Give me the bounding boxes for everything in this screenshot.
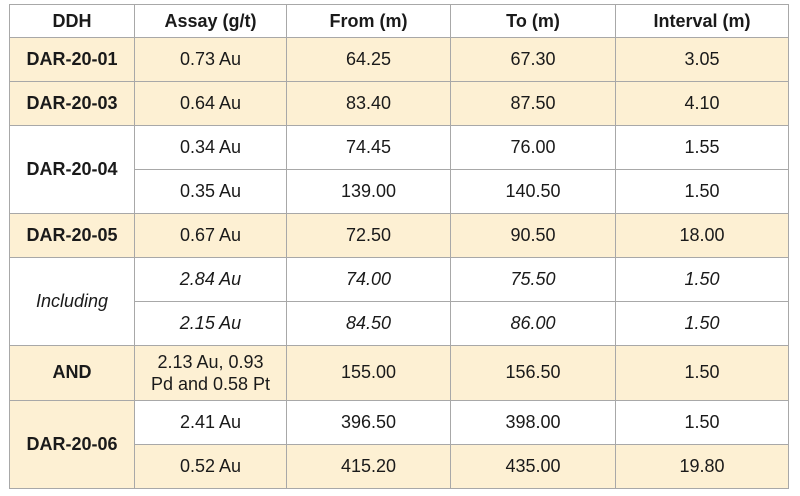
to-cell: 75.50 bbox=[450, 256, 616, 302]
to-cell: 398.00 bbox=[450, 400, 616, 445]
including-label: Including bbox=[9, 256, 135, 346]
interval-cell: 19.80 bbox=[615, 443, 789, 490]
assay-cell: 2.41 Au bbox=[134, 400, 287, 445]
interval-cell: 3.05 bbox=[615, 37, 789, 82]
from-cell: 396.50 bbox=[286, 400, 451, 445]
to-cell: 87.50 bbox=[450, 80, 616, 126]
assay-line-2: Pd and 0.58 Pt bbox=[150, 373, 271, 394]
assay-line-1: 2.13 Au, 0.93 bbox=[157, 351, 264, 372]
table-header-row: DDH Assay (g/t) From (m) To (m) Interval… bbox=[9, 4, 789, 38]
table-row: DAR-20-04 0.34 Au 74.45 76.00 1.55 bbox=[9, 124, 789, 214]
header-ddh: DDH bbox=[9, 4, 135, 38]
table-row: 0.35 Au 139.00 140.50 1.50 bbox=[9, 168, 789, 214]
interval-cell: 1.50 bbox=[615, 400, 789, 445]
to-cell: 140.50 bbox=[450, 168, 616, 214]
table-row: 0.52 Au 415.20 435.00 19.80 bbox=[9, 443, 789, 490]
to-cell: 86.00 bbox=[450, 300, 616, 346]
interval-cell: 4.10 bbox=[615, 80, 789, 126]
from-cell: 83.40 bbox=[286, 80, 451, 126]
table-row: AND 2.13 Au, 0.93 Pd and 0.58 Pt 155.00 … bbox=[9, 344, 789, 402]
from-cell: 139.00 bbox=[286, 168, 451, 214]
header-to: To (m) bbox=[450, 4, 616, 38]
table-row: 2.15 Au 84.50 86.00 1.50 bbox=[9, 300, 789, 346]
assay-cell: 2.84 Au bbox=[134, 256, 287, 302]
table-row: DAR-20-03 0.64 Au 83.40 87.50 4.10 bbox=[9, 80, 789, 126]
from-cell: 74.45 bbox=[286, 124, 451, 170]
ddh-cell: DAR-20-05 bbox=[9, 212, 135, 258]
table-row: DAR-20-06 2.41 Au 396.50 398.00 1.50 bbox=[9, 400, 789, 489]
ddh-cell: DAR-20-04 bbox=[9, 124, 135, 214]
header-interval: Interval (m) bbox=[615, 4, 789, 38]
from-cell: 74.00 bbox=[286, 256, 451, 302]
to-cell: 67.30 bbox=[450, 37, 616, 82]
header-from: From (m) bbox=[286, 4, 451, 38]
to-cell: 90.50 bbox=[450, 212, 616, 258]
assay-cell: 0.73 Au bbox=[134, 37, 287, 82]
assay-cell: 0.35 Au bbox=[134, 168, 287, 214]
table-row: DAR-20-05 0.67 Au 72.50 90.50 18.00 bbox=[9, 212, 789, 258]
ddh-cell: DAR-20-01 bbox=[9, 37, 135, 82]
ddh-cell: DAR-20-03 bbox=[9, 80, 135, 126]
from-cell: 64.25 bbox=[286, 37, 451, 82]
assay-cell: 0.64 Au bbox=[134, 80, 287, 126]
assay-cell: 2.13 Au, 0.93 Pd and 0.58 Pt bbox=[134, 344, 287, 402]
to-cell: 76.00 bbox=[450, 124, 616, 170]
to-cell: 156.50 bbox=[450, 344, 616, 402]
assay-cell: 0.52 Au bbox=[134, 443, 287, 490]
table-row: Including 2.84 Au 74.00 75.50 1.50 bbox=[9, 256, 789, 346]
table-row: DAR-20-01 0.73 Au 64.25 67.30 3.05 bbox=[9, 37, 789, 82]
from-cell: 415.20 bbox=[286, 443, 451, 490]
interval-cell: 1.50 bbox=[615, 256, 789, 302]
from-cell: 72.50 bbox=[286, 212, 451, 258]
interval-cell: 1.50 bbox=[615, 300, 789, 346]
assay-cell: 0.67 Au bbox=[134, 212, 287, 258]
assay-cell: 0.34 Au bbox=[134, 124, 287, 170]
interval-cell: 18.00 bbox=[615, 212, 789, 258]
and-label: AND bbox=[9, 344, 135, 402]
header-assay: Assay (g/t) bbox=[134, 4, 287, 38]
interval-cell: 1.50 bbox=[615, 168, 789, 214]
from-cell: 155.00 bbox=[286, 344, 451, 402]
assay-cell: 2.15 Au bbox=[134, 300, 287, 346]
drill-results-table: DDH Assay (g/t) From (m) To (m) Interval… bbox=[9, 4, 789, 490]
from-cell: 84.50 bbox=[286, 300, 451, 346]
interval-cell: 1.55 bbox=[615, 124, 789, 170]
to-cell: 435.00 bbox=[450, 443, 616, 490]
interval-cell: 1.50 bbox=[615, 344, 789, 402]
ddh-cell: DAR-20-06 bbox=[9, 400, 135, 489]
